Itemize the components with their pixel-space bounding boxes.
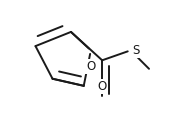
Text: O: O [86, 60, 95, 73]
Text: S: S [132, 44, 139, 57]
Text: O: O [98, 80, 107, 93]
